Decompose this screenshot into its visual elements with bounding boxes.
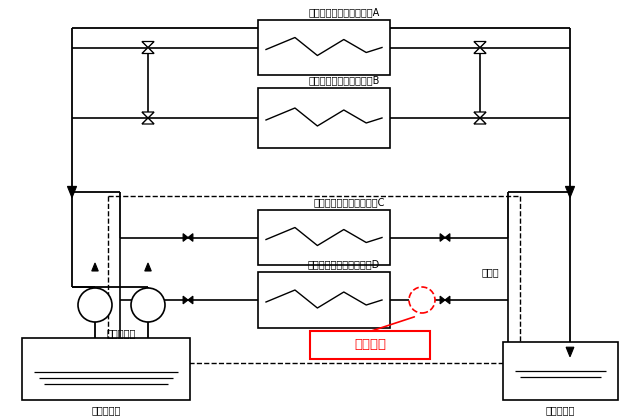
Text: 取水ビット: 取水ビット — [91, 405, 121, 415]
Bar — [310, 331, 430, 359]
Text: 当該箇所: 当該箇所 — [354, 339, 386, 352]
Text: 原子炉補機冷却水冷却器B: 原子炉補機冷却水冷却器B — [308, 75, 380, 85]
Bar — [258, 88, 390, 148]
Polygon shape — [440, 296, 445, 304]
Bar — [503, 342, 618, 400]
Polygon shape — [183, 296, 188, 304]
Polygon shape — [474, 41, 486, 48]
Circle shape — [78, 288, 112, 322]
Text: 隔離中: 隔離中 — [481, 267, 499, 277]
Polygon shape — [183, 234, 188, 241]
Polygon shape — [92, 263, 98, 271]
Bar — [258, 210, 390, 265]
Bar — [22, 338, 190, 400]
Polygon shape — [445, 234, 450, 241]
Polygon shape — [145, 263, 151, 271]
Polygon shape — [188, 234, 193, 241]
Polygon shape — [565, 186, 575, 198]
Polygon shape — [445, 296, 450, 304]
Text: 放水ビット: 放水ビット — [546, 405, 575, 415]
Circle shape — [131, 288, 165, 322]
Polygon shape — [188, 296, 193, 304]
Polygon shape — [474, 48, 486, 54]
Polygon shape — [68, 186, 77, 198]
Polygon shape — [142, 48, 154, 54]
Bar — [258, 20, 390, 75]
Text: 原子炉補機冷却水冷却器D: 原子炉補機冷却水冷却器D — [308, 259, 380, 269]
Circle shape — [409, 287, 435, 313]
Polygon shape — [474, 118, 486, 124]
Text: 原子炉補機冷却水冷却器A: 原子炉補機冷却水冷却器A — [308, 7, 380, 17]
Polygon shape — [142, 118, 154, 124]
Polygon shape — [142, 41, 154, 48]
Bar — [258, 272, 390, 328]
Text: 原子炉補機冷却水冷却器C: 原子炉補機冷却水冷却器C — [313, 197, 385, 207]
Polygon shape — [142, 112, 154, 118]
Polygon shape — [474, 112, 486, 118]
Polygon shape — [440, 234, 445, 241]
Text: 海水ポンプ: 海水ポンプ — [107, 328, 136, 338]
Polygon shape — [566, 347, 574, 357]
